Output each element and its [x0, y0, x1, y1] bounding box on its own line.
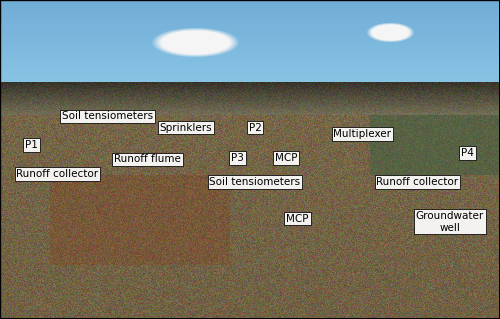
Text: Runoff collector: Runoff collector — [16, 169, 98, 179]
Text: Soil tensiometers: Soil tensiometers — [210, 177, 300, 187]
Text: P3: P3 — [231, 153, 244, 163]
Text: P1: P1 — [25, 140, 38, 150]
Text: Groundwater
well: Groundwater well — [416, 211, 484, 233]
Text: Multiplexer: Multiplexer — [334, 129, 392, 139]
Text: P2: P2 — [248, 122, 262, 133]
Text: Soil tensiometers: Soil tensiometers — [62, 111, 153, 122]
Text: Runoff collector: Runoff collector — [376, 177, 458, 187]
Text: MCP: MCP — [286, 213, 309, 224]
Text: P4: P4 — [461, 148, 474, 158]
Text: MCP: MCP — [275, 153, 297, 163]
Text: Sprinklers: Sprinklers — [160, 122, 212, 133]
Text: Runoff flume: Runoff flume — [114, 154, 181, 165]
